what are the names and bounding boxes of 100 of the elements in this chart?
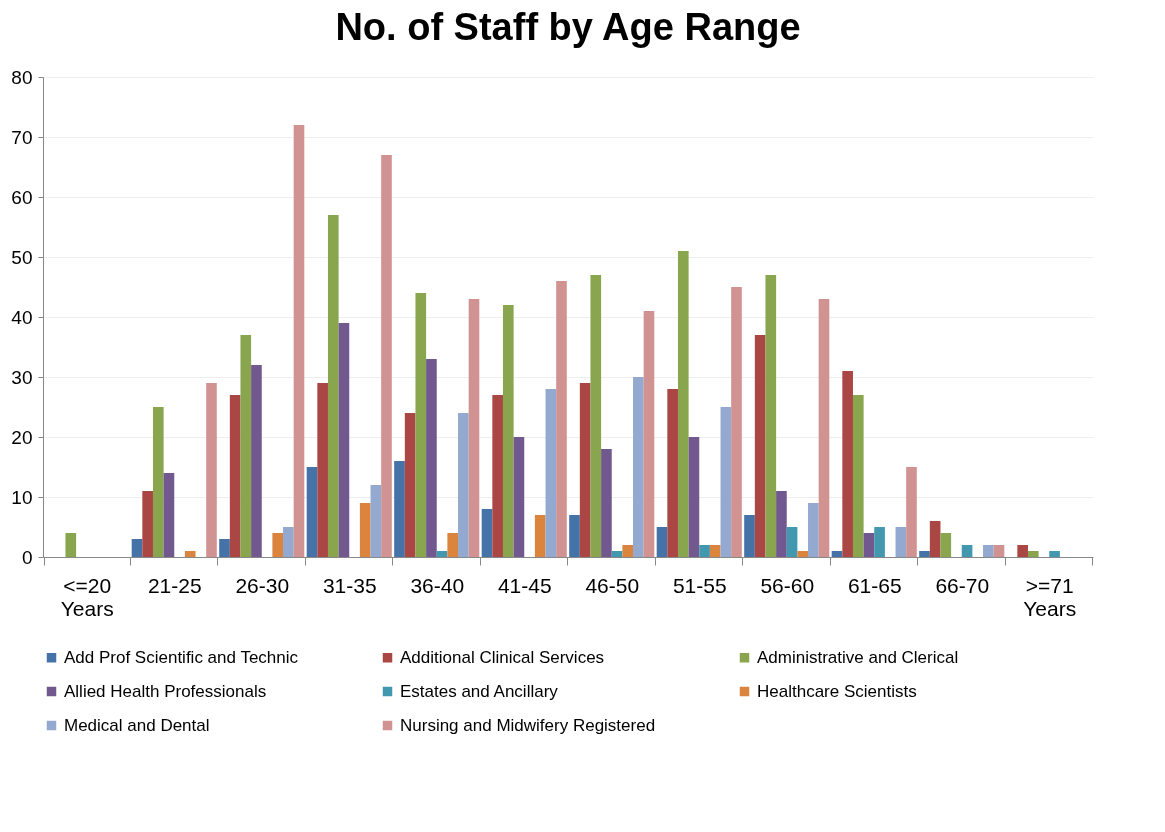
legend-label: Healthcare Scientists <box>757 681 917 701</box>
legend-label: Estates and Ancillary <box>400 681 559 701</box>
bar <box>556 281 567 557</box>
legend-label: Administrative and Clerical <box>757 647 959 667</box>
bar <box>929 521 941 557</box>
y-tick-label: 10 <box>11 486 33 508</box>
bar <box>359 503 371 557</box>
legend-label: Nursing and Midwifery Registered <box>400 715 656 735</box>
bar <box>808 503 819 557</box>
bar <box>590 275 602 557</box>
legend-label: Allied Health Professionals <box>64 681 267 701</box>
bar <box>458 413 469 557</box>
bar <box>1017 545 1028 557</box>
y-tick-label: 0 <box>21 546 33 568</box>
bar <box>184 551 196 557</box>
bar <box>744 515 755 557</box>
bar <box>667 389 678 557</box>
x-tick-label: 26-30 <box>235 573 290 597</box>
bar <box>404 413 416 557</box>
bar <box>251 365 262 557</box>
x-tick-label: 51-55 <box>672 573 727 597</box>
bar <box>283 527 294 557</box>
bar <box>468 299 480 557</box>
bar <box>293 125 305 557</box>
y-tick-label: 20 <box>11 426 33 448</box>
legend-label: Additional Clinical Services <box>400 647 605 667</box>
bar <box>1027 551 1039 557</box>
bar <box>317 383 328 557</box>
bar <box>601 449 612 557</box>
bar <box>447 533 459 557</box>
y-tick-label: 50 <box>11 246 33 268</box>
bar <box>754 335 766 557</box>
bar <box>219 539 230 557</box>
bar <box>677 251 689 557</box>
y-tick-label: 60 <box>11 186 33 208</box>
bar <box>874 527 885 557</box>
bar <box>731 287 742 557</box>
bar <box>142 491 153 557</box>
bar <box>919 551 930 557</box>
bar <box>797 551 809 557</box>
bar <box>633 377 644 557</box>
bar <box>765 275 777 557</box>
bar <box>152 407 164 557</box>
x-tick-label: <=20 Years <box>60 573 114 620</box>
bar <box>545 389 557 557</box>
bar <box>502 305 514 557</box>
bar <box>786 527 798 557</box>
legend-label: Medical and Dental <box>64 715 210 735</box>
x-tick-label: 56-60 <box>760 573 815 597</box>
x-tick-label: 41-45 <box>497 573 552 597</box>
bar <box>699 545 710 557</box>
bar <box>818 299 830 557</box>
bar <box>940 533 952 557</box>
bar <box>611 551 623 557</box>
bar <box>688 437 700 557</box>
bar <box>852 395 864 557</box>
bar <box>906 467 917 557</box>
bar <box>415 293 427 557</box>
bar <box>842 371 853 557</box>
legend-label: Add Prof Scientific and Technic <box>64 647 299 667</box>
bar <box>643 311 655 557</box>
bar <box>895 527 907 557</box>
bar <box>338 323 350 557</box>
bar <box>131 539 143 557</box>
chart-title: No. of Staff by Age Range <box>335 6 801 48</box>
x-tick-label: 21-25 <box>147 573 202 597</box>
x-tick-label: 31-35 <box>322 573 377 597</box>
bar <box>579 383 591 557</box>
bar <box>426 359 437 557</box>
bar <box>306 467 318 557</box>
x-tick-label: 46-50 <box>585 573 640 597</box>
bar <box>656 527 668 557</box>
x-tick-label: 36-40 <box>410 573 465 597</box>
bar <box>481 509 493 557</box>
bar <box>381 155 392 557</box>
bar <box>492 395 503 557</box>
bar <box>240 335 252 557</box>
bar <box>831 551 843 557</box>
bar <box>229 395 241 557</box>
y-tick-label: 70 <box>11 126 33 148</box>
bar <box>394 461 405 557</box>
bar <box>534 515 546 557</box>
bar <box>993 545 1005 557</box>
bar <box>569 515 580 557</box>
bar <box>65 533 77 557</box>
bar <box>370 485 382 557</box>
bar <box>436 551 448 557</box>
bar <box>163 473 175 557</box>
bar <box>327 215 339 557</box>
bar <box>206 383 217 557</box>
bar <box>272 533 284 557</box>
bar <box>1049 551 1060 557</box>
y-tick-label: 30 <box>11 366 33 388</box>
x-tick-label: 61-65 <box>847 573 902 597</box>
bar <box>961 545 973 557</box>
x-tick-label: 66-70 <box>935 573 990 597</box>
bar <box>513 437 525 557</box>
bar <box>622 545 634 557</box>
y-tick-label: 80 <box>11 66 33 88</box>
bar <box>709 545 721 557</box>
